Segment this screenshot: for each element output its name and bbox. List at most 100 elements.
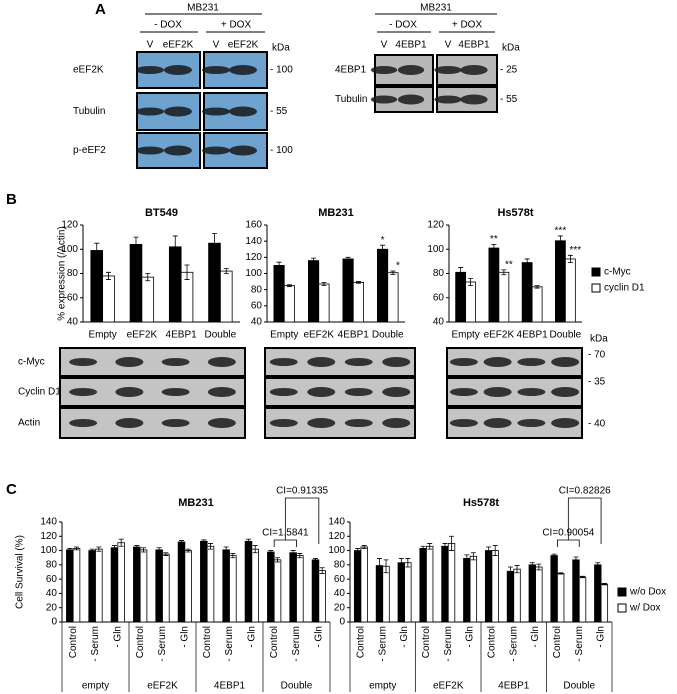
y-tick-label: 80 bbox=[67, 268, 79, 279]
bar bbox=[222, 549, 230, 623]
significance-label: * bbox=[396, 261, 400, 272]
x-tick-label: Control bbox=[356, 626, 367, 658]
band bbox=[460, 65, 488, 75]
band bbox=[161, 358, 190, 366]
band bbox=[269, 419, 298, 427]
x-tick-label: 4EBP1 bbox=[338, 330, 370, 341]
bar bbox=[564, 258, 576, 323]
y-tick-label: 100 bbox=[40, 545, 57, 556]
band bbox=[136, 66, 164, 74]
bar bbox=[117, 542, 125, 623]
lane-label: 4EBP1 bbox=[395, 40, 427, 51]
error-bar bbox=[223, 546, 229, 554]
bar bbox=[484, 550, 493, 623]
bar bbox=[267, 551, 275, 623]
group-label: 4EBP1 bbox=[214, 681, 246, 692]
bar bbox=[375, 565, 384, 623]
x-tick-label: Empty bbox=[270, 330, 298, 341]
x-tick-label: - Gln bbox=[399, 626, 410, 648]
x-tick-label: Empty bbox=[451, 330, 479, 341]
bar bbox=[219, 270, 233, 323]
error-bar bbox=[427, 543, 433, 550]
y-tick-label: 100 bbox=[328, 545, 345, 556]
x-tick-label: Double bbox=[205, 330, 237, 341]
error-bar bbox=[297, 553, 303, 559]
condition-label: - DOX bbox=[154, 20, 182, 31]
bar bbox=[88, 550, 96, 623]
band bbox=[164, 145, 192, 156]
error-bar bbox=[184, 264, 190, 280]
error-bar bbox=[312, 558, 318, 562]
x-tick-label: Control bbox=[202, 626, 213, 658]
bar bbox=[208, 242, 221, 323]
error-bar bbox=[111, 545, 117, 551]
error-bar bbox=[442, 543, 448, 550]
y-tick-label: 0 bbox=[51, 617, 57, 628]
y-tick-label: 100 bbox=[427, 244, 444, 255]
band bbox=[551, 418, 580, 428]
bar bbox=[352, 281, 365, 323]
legend-label: cyclin D1 bbox=[604, 283, 645, 294]
blot-title: MB231 bbox=[187, 3, 219, 14]
error-bar bbox=[536, 563, 542, 571]
band bbox=[307, 418, 336, 428]
band bbox=[202, 107, 230, 116]
y-tick-label: 80 bbox=[433, 268, 445, 279]
y-tick-label: 100 bbox=[61, 244, 78, 255]
y-tick-label: 40 bbox=[334, 588, 346, 599]
error-bar bbox=[145, 273, 151, 282]
band bbox=[115, 418, 144, 428]
bracket bbox=[557, 539, 580, 547]
band bbox=[307, 357, 336, 367]
band bbox=[449, 358, 478, 366]
y-tick-label: 140 bbox=[245, 236, 262, 247]
error-bar bbox=[185, 548, 191, 553]
bar bbox=[283, 285, 296, 323]
group-label: 4EBP1 bbox=[498, 681, 530, 692]
chart-title: BT549 bbox=[145, 207, 178, 219]
error-bar bbox=[595, 562, 601, 568]
bar bbox=[441, 545, 449, 623]
y-tick-label: 60 bbox=[46, 574, 58, 585]
error-bar bbox=[551, 553, 557, 558]
error-bar bbox=[89, 548, 95, 553]
error-bar bbox=[468, 277, 474, 287]
condition-label: - DOX bbox=[389, 20, 417, 31]
error-bar bbox=[355, 281, 361, 284]
band bbox=[207, 387, 236, 397]
bar bbox=[557, 573, 565, 623]
band bbox=[460, 94, 488, 105]
bar bbox=[244, 540, 253, 623]
error-bar bbox=[398, 558, 404, 568]
y-tick-label: 120 bbox=[40, 531, 57, 542]
band bbox=[269, 388, 298, 396]
x-tick-label: - Gln bbox=[246, 626, 257, 648]
band bbox=[370, 66, 398, 74]
band bbox=[202, 146, 230, 155]
x-tick-label: - Serum bbox=[377, 626, 388, 662]
significance-label: *** bbox=[570, 245, 582, 256]
significance-label: ** bbox=[490, 234, 498, 245]
error-bar bbox=[96, 546, 102, 552]
bar bbox=[296, 555, 304, 623]
band bbox=[229, 65, 257, 75]
legend-swatch bbox=[591, 283, 601, 293]
bar bbox=[426, 545, 434, 623]
bar bbox=[95, 548, 103, 623]
condition-label: + DOX bbox=[452, 20, 483, 31]
bar bbox=[447, 543, 456, 623]
bar bbox=[251, 548, 259, 623]
lane-label: eEF2K bbox=[228, 40, 259, 51]
error-bar bbox=[172, 235, 178, 259]
band bbox=[382, 357, 411, 367]
chart-title: MB231 bbox=[178, 497, 213, 509]
band bbox=[483, 387, 512, 397]
legend-label: w/ Dox bbox=[629, 603, 661, 614]
kda-marker: - 100 bbox=[270, 145, 293, 156]
error-bar bbox=[311, 257, 317, 264]
legend-swatch bbox=[617, 603, 627, 613]
x-tick-label: - Serum bbox=[90, 626, 101, 662]
y-tick-label: 60 bbox=[251, 300, 263, 311]
error-bar bbox=[567, 254, 573, 263]
y-tick-label: 40 bbox=[67, 317, 79, 328]
